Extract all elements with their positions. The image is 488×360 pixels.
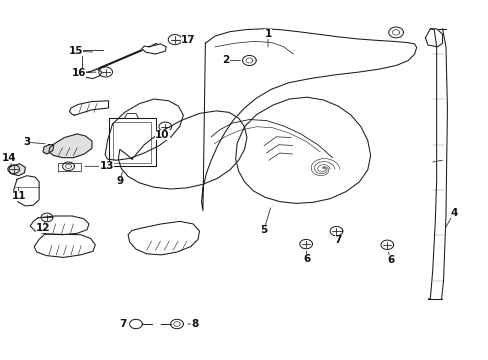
Text: 6: 6 xyxy=(387,255,394,265)
Text: 15: 15 xyxy=(68,46,83,56)
Text: 13: 13 xyxy=(99,161,114,171)
Text: 7: 7 xyxy=(119,319,127,329)
Polygon shape xyxy=(9,164,25,176)
Text: 16: 16 xyxy=(72,68,86,78)
Text: 11: 11 xyxy=(11,191,26,201)
Text: 2: 2 xyxy=(222,55,229,66)
Polygon shape xyxy=(49,134,92,158)
Text: 1: 1 xyxy=(264,29,271,39)
Text: 8: 8 xyxy=(191,319,198,329)
Polygon shape xyxy=(14,176,39,206)
Polygon shape xyxy=(83,69,102,78)
Text: 17: 17 xyxy=(181,35,195,45)
Polygon shape xyxy=(34,234,95,257)
Polygon shape xyxy=(142,44,166,54)
Polygon shape xyxy=(69,101,108,115)
Polygon shape xyxy=(30,216,89,235)
Text: 10: 10 xyxy=(155,130,169,140)
Polygon shape xyxy=(108,118,155,166)
Text: 5: 5 xyxy=(260,225,267,235)
Text: 12: 12 xyxy=(36,222,50,233)
Text: 9: 9 xyxy=(116,176,123,186)
Text: 6: 6 xyxy=(303,254,310,264)
Polygon shape xyxy=(43,145,54,154)
Text: 14: 14 xyxy=(1,153,16,163)
Text: 3: 3 xyxy=(23,137,30,147)
Text: 7: 7 xyxy=(334,235,342,246)
Polygon shape xyxy=(425,29,442,47)
Text: 4: 4 xyxy=(449,208,457,218)
